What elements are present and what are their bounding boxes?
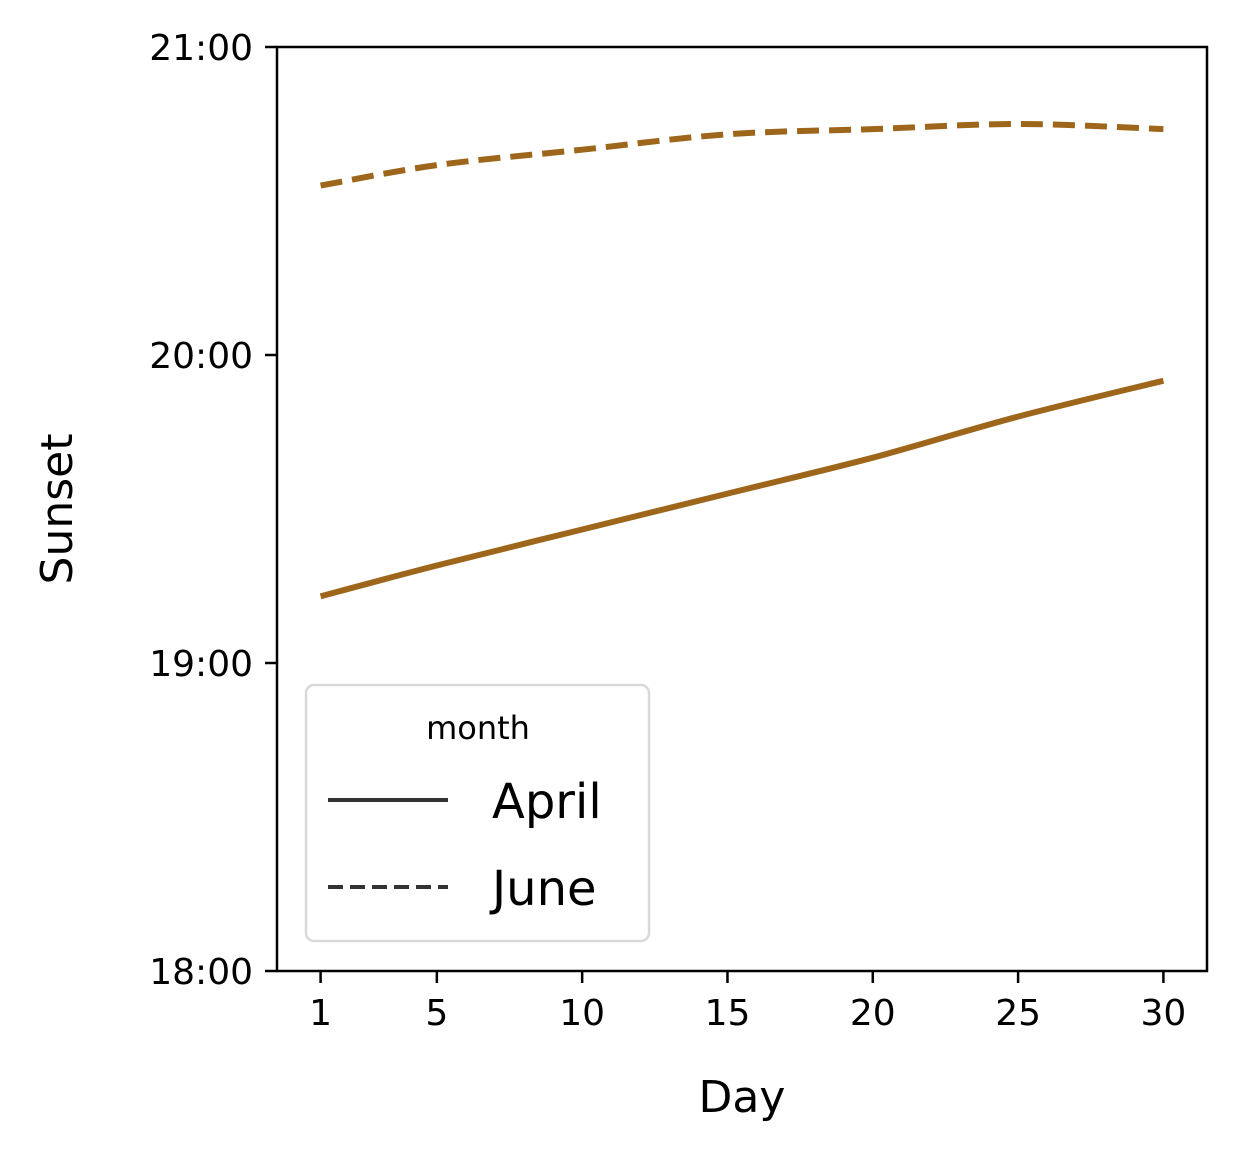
y-tick-label: 21:00 <box>149 28 253 69</box>
legend-box <box>304 683 651 943</box>
legend-title: month <box>426 709 530 747</box>
x-tick-label: 1 <box>309 993 332 1034</box>
y-tick-label: 18:00 <box>149 952 253 993</box>
plot-frame <box>275 45 1209 973</box>
x-axis-label: Day <box>699 1072 786 1123</box>
x-tick-label: 20 <box>850 993 896 1034</box>
x-tick-label: 30 <box>1141 993 1187 1034</box>
x-axis-ticks: 1 5 10 15 20 25 30 <box>309 971 1186 1034</box>
y-tick-label: 19:00 <box>149 644 253 685</box>
x-tick-label: 15 <box>705 993 751 1034</box>
legend-label-april: April <box>492 774 602 830</box>
x-tick-label: 25 <box>995 993 1041 1034</box>
y-axis-label: Sunset <box>32 434 83 585</box>
x-tick-label: 5 <box>425 993 448 1034</box>
y-tick-label: 20:00 <box>149 336 253 377</box>
series-layer <box>319 120 1165 600</box>
x-tick-label: 10 <box>559 993 605 1034</box>
legend: month April June <box>304 683 651 943</box>
y-axis-ticks: 18:00 19:00 20:00 21:00 <box>149 28 277 993</box>
legend-label-june: June <box>489 861 597 917</box>
series-line-april <box>319 377 1165 600</box>
